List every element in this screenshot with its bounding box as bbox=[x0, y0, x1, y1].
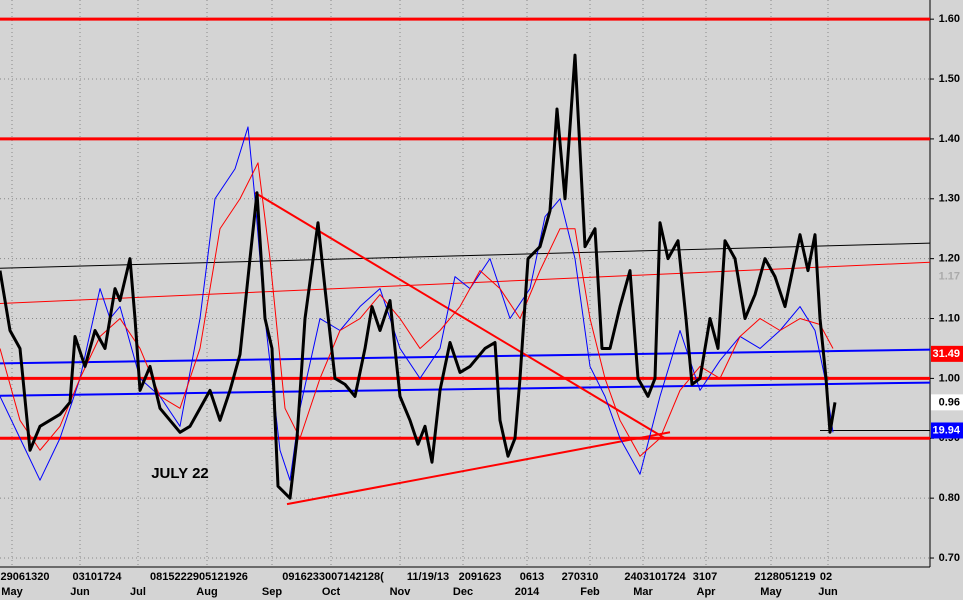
series-line bbox=[0, 162, 834, 457]
price-tag-box bbox=[931, 422, 963, 439]
price-tag-label: 19.94 bbox=[932, 424, 960, 436]
x-day-label: 2403101724 bbox=[624, 571, 686, 583]
x-day-label: 2128051219 bbox=[754, 571, 815, 583]
price-tag-box bbox=[931, 345, 963, 362]
x-month-label: Aug bbox=[196, 586, 217, 598]
x-day-label: 0916233007142128( bbox=[282, 571, 384, 583]
trend-line bbox=[0, 261, 931, 305]
series-line bbox=[0, 53, 837, 500]
price-tag-label: 31.49 bbox=[932, 348, 960, 360]
y-tick-label: 1.40 bbox=[939, 133, 960, 145]
y-tick-label: 1.50 bbox=[939, 73, 960, 85]
price-tag-label: 1.17 bbox=[939, 271, 960, 283]
x-month-label: Sep bbox=[262, 586, 282, 598]
x-month-label: Feb bbox=[580, 586, 600, 598]
x-day-label: 11/19/13 bbox=[407, 571, 449, 583]
x-month-label: May bbox=[760, 586, 782, 598]
x-month-label: Oct bbox=[322, 586, 341, 598]
x-month-label: May bbox=[1, 586, 23, 598]
price-tag-label: 0.96 bbox=[939, 396, 960, 408]
trend-line bbox=[0, 348, 931, 365]
x-month-label: Mar bbox=[633, 586, 653, 598]
price-tag-box bbox=[931, 394, 963, 411]
x-month-label: Jun bbox=[818, 586, 838, 598]
x-month-label: Nov bbox=[390, 586, 412, 598]
trend-line bbox=[286, 431, 671, 506]
x-month-label: Jun bbox=[70, 586, 90, 598]
x-month-label: Jul bbox=[130, 586, 146, 598]
y-tick-label: 0.80 bbox=[939, 492, 960, 504]
y-tick-label: 1.20 bbox=[939, 253, 960, 265]
x-day-label: 02 bbox=[820, 571, 832, 583]
x-month-label: 2014 bbox=[515, 586, 540, 598]
x-day-label: 3107 bbox=[693, 571, 717, 583]
x-day-label: 29061320 bbox=[1, 571, 50, 583]
x-day-label: 0815222905121926 bbox=[150, 571, 248, 583]
trend-line bbox=[0, 242, 931, 269]
y-tick-label: 0.70 bbox=[939, 552, 960, 564]
x-day-label: 03101724 bbox=[73, 571, 123, 583]
x-month-label: Apr bbox=[697, 586, 717, 598]
annotation: JULY 22 bbox=[151, 465, 209, 482]
x-day-label: 0613 bbox=[520, 571, 544, 583]
trend-line bbox=[254, 191, 666, 440]
y-tick-label: 1.60 bbox=[939, 13, 960, 25]
x-day-label: 2091623 bbox=[459, 571, 502, 583]
x-day-label: 270310 bbox=[562, 571, 599, 583]
y-tick-label: 1.00 bbox=[939, 372, 960, 384]
y-tick-label: 1.30 bbox=[939, 193, 960, 205]
x-month-label: Dec bbox=[453, 586, 473, 598]
y-tick-label: 1.10 bbox=[939, 312, 960, 324]
